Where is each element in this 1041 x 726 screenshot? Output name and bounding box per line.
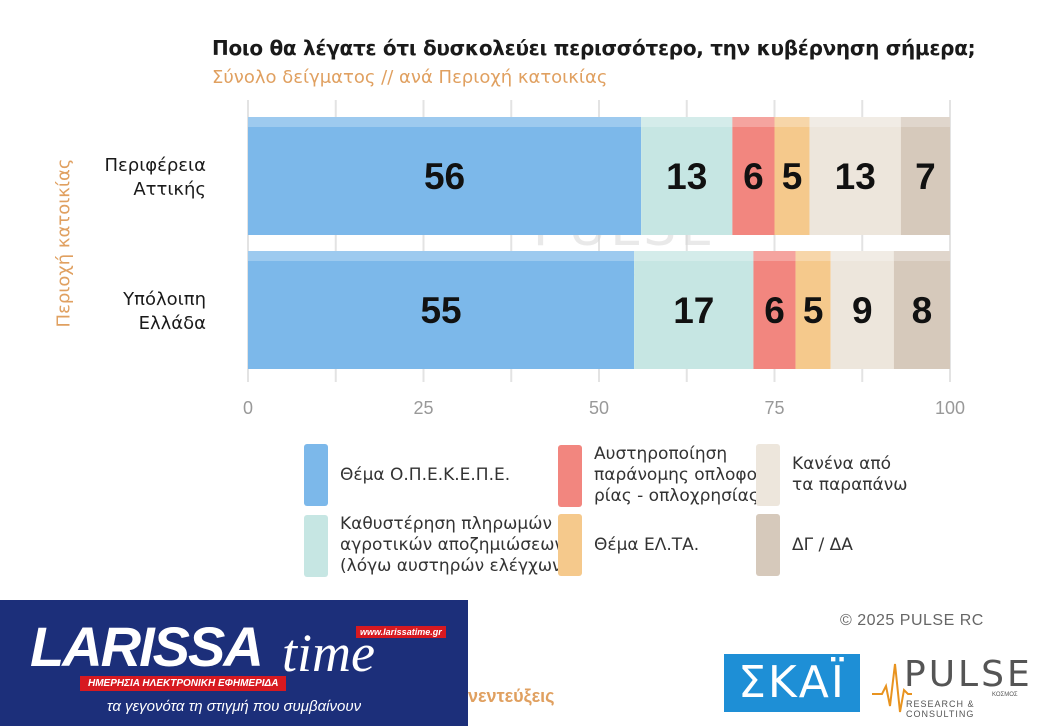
bar-highlight bbox=[900, 117, 950, 127]
legend-label-line: Θέμα ΕΛ.ΤΑ. bbox=[594, 534, 700, 555]
legend-swatch bbox=[756, 444, 780, 506]
legend-item: Κανένα από τα παραπάνω bbox=[756, 444, 907, 506]
bar-segment bbox=[893, 251, 950, 369]
legend-label: Κανένα από τα παραπάνω bbox=[792, 454, 907, 496]
legend-label: Θέμα Ο.Π.Ε.Κ.Ε.Π.Ε. bbox=[340, 465, 510, 486]
legend-label-line: (λόγω αυστηρών ελέγχων) bbox=[340, 556, 569, 576]
larissa-tagline: τα γεγονότα τη στιγμή που συμβαίνουν bbox=[106, 698, 362, 715]
row-label-attica: Περιφέρεια Αττικής bbox=[76, 154, 207, 202]
bar-highlight bbox=[248, 117, 642, 127]
larissa-time-banner[interactable]: LARISSA time www.larissatime.gr ΗΜΕΡΗΣΙΑ… bbox=[0, 600, 468, 726]
bar-segment bbox=[830, 251, 894, 369]
row-label-attica-line1: Περιφέρεια bbox=[104, 155, 207, 176]
chart-subtitle: Σύνολο δείγματος // ανά Περιοχή κατοικία… bbox=[212, 67, 608, 88]
legend-label-line: Αυστηροποίηση bbox=[594, 444, 728, 464]
bar-highlight bbox=[634, 251, 754, 261]
pulse-wave-icon bbox=[872, 663, 912, 713]
bar-segment bbox=[774, 117, 810, 235]
legend-item: Θέμα ΕΛ.ΤΑ. bbox=[558, 514, 699, 576]
legend-swatch bbox=[304, 514, 328, 577]
bar-segment bbox=[753, 251, 796, 369]
pulse-logo-kosmos: ΚΟΣΜΟΣ bbox=[992, 692, 1018, 698]
bar-value-label: 13 bbox=[835, 156, 876, 197]
row-label-rest-line2: Ελλάδα bbox=[138, 313, 206, 334]
legend-label: Καθυστέρηση πληρωμών αγροτικών αποζημιώσε… bbox=[340, 514, 568, 577]
bar-value-label: 7 bbox=[915, 156, 936, 197]
row-label-attica-line2: Αττικής bbox=[133, 179, 206, 200]
bar-value-label: 5 bbox=[803, 290, 824, 331]
larissa-url: www.larissatime.gr bbox=[356, 626, 446, 638]
legend-swatch bbox=[558, 514, 582, 576]
bar-value-label: 9 bbox=[852, 290, 873, 331]
x-tick-label: 0 bbox=[243, 398, 253, 418]
x-tick-label: 100 bbox=[935, 398, 965, 418]
copyright-text: © 2025 PULSE RC bbox=[840, 612, 984, 629]
x-tick-label: 25 bbox=[413, 398, 433, 418]
row-label-rest-line1: Υπόλοιπη bbox=[123, 289, 206, 310]
bar-value-label: 17 bbox=[673, 290, 714, 331]
legend-item: Καθυστέρηση πληρωμών αγροτικών αποζημιώσε… bbox=[304, 514, 568, 577]
bar-highlight bbox=[248, 251, 635, 261]
row-label-rest-greece: Υπόλοιπη Ελλάδα bbox=[76, 288, 206, 336]
bar-segment bbox=[634, 251, 754, 369]
interviews-text: νεντεύξεις bbox=[468, 686, 555, 706]
bar-highlight bbox=[893, 251, 950, 261]
legend-item: ΔΓ / ΔΑ bbox=[756, 514, 853, 576]
legend-swatch bbox=[756, 514, 780, 576]
bar-segment bbox=[900, 117, 950, 235]
bar-value-label: 56 bbox=[424, 156, 465, 197]
legend-swatch bbox=[558, 444, 582, 507]
bar-value-label: 5 bbox=[782, 156, 803, 197]
x-tick-label: 75 bbox=[764, 398, 784, 418]
x-tick-label: 50 bbox=[589, 398, 609, 418]
legend-label-line: τα παραπάνω bbox=[792, 475, 908, 495]
legend-item: Θέμα Ο.Π.Ε.Κ.Ε.Π.Ε. bbox=[304, 444, 510, 506]
legend-label: Θέμα ΕΛ.ΤΑ. bbox=[594, 535, 699, 556]
skai-logo: ΣΚΑΪ bbox=[724, 654, 860, 712]
legend-label: Αυστηροποίηση παράνομης οπλοφο-ρίας - οπλ… bbox=[594, 444, 763, 507]
chart-title: Ποιο θα λέγατε ότι δυσκολεύει περισσότερ… bbox=[212, 36, 976, 60]
legend-label-line: Κανένα από bbox=[792, 454, 891, 474]
legend-label-line: παράνομης οπλοφο- bbox=[594, 465, 764, 485]
bar-value-label: 55 bbox=[420, 290, 461, 331]
bar-highlight bbox=[641, 117, 733, 127]
legend-label-line: Θέμα Ο.Π.Ε.Κ.Ε.Π.Ε. bbox=[340, 464, 511, 485]
larissa-strap: ΗΜΕΡΗΣΙΑ ΗΛΕΚΤΡΟΝΙΚΗ ΕΦΗΜΕΡΙΔΑ bbox=[80, 676, 287, 691]
bar-segment bbox=[795, 251, 831, 369]
legend-label-line: ρίας - οπλοχρησίας bbox=[594, 486, 759, 506]
bar-value-label: 6 bbox=[764, 290, 785, 331]
larissa-logo-text: LARISSA bbox=[30, 615, 264, 678]
bar-value-label: 8 bbox=[912, 290, 933, 331]
pulse-logo-sub: RESEARCH & CONSULTING bbox=[906, 699, 975, 719]
bar-highlight bbox=[830, 251, 894, 261]
pulse-logo-text: PULSE bbox=[904, 654, 1033, 695]
bar-segment bbox=[641, 117, 733, 235]
bar-segment bbox=[248, 117, 642, 235]
legend-label: ΔΓ / ΔΑ bbox=[792, 535, 853, 556]
bar-highlight bbox=[753, 251, 796, 261]
bar-value-label: 6 bbox=[743, 156, 764, 197]
legend-label-line: ΔΓ / ΔΑ bbox=[792, 534, 853, 555]
bar-highlight bbox=[795, 251, 831, 261]
bar-highlight bbox=[774, 117, 810, 127]
pulse-logo: PULSE ΚΟΣΜΟΣ RESEARCH & CONSULTING bbox=[872, 652, 1033, 719]
bar-segment bbox=[732, 117, 775, 235]
legend-item: Αυστηροποίηση παράνομης οπλοφο-ρίας - οπλ… bbox=[558, 444, 763, 507]
legend-label-line: αγροτικών αποζημιώσεων bbox=[340, 535, 564, 555]
bar-segment bbox=[809, 117, 901, 235]
bar-segment bbox=[248, 251, 635, 369]
legend-swatch bbox=[304, 444, 328, 506]
bar-value-label: 13 bbox=[666, 156, 707, 197]
bar-highlight bbox=[732, 117, 775, 127]
bar-highlight bbox=[809, 117, 901, 127]
legend-label-line: Καθυστέρηση πληρωμών bbox=[340, 514, 552, 534]
stacked-bar-chart: PULSERESEARCH & CONSULTING56136513755176… bbox=[243, 100, 965, 418]
